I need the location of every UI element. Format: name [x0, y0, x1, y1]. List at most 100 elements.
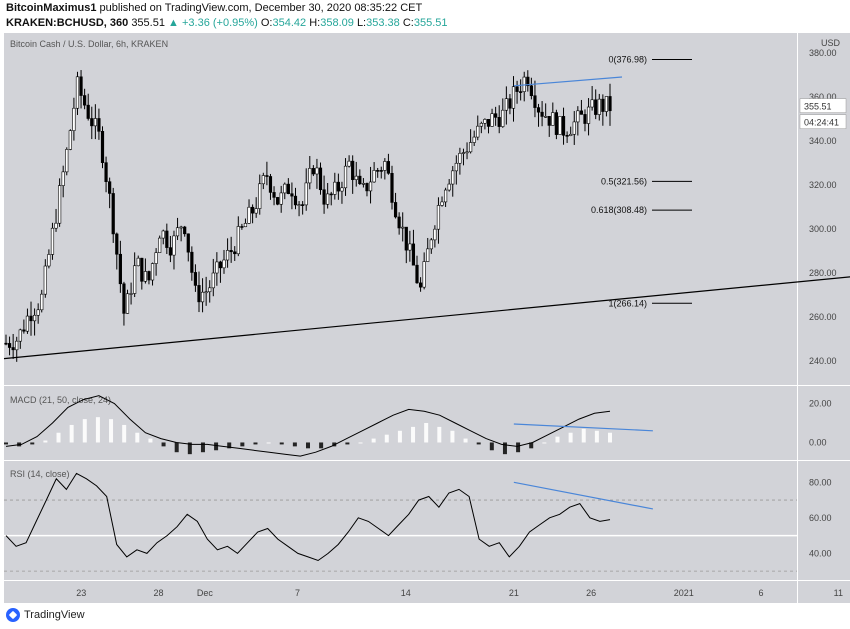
candle-body	[576, 110, 580, 123]
candle-body	[68, 130, 72, 150]
candle-body	[476, 125, 480, 138]
candle-body	[401, 226, 405, 229]
macd-histogram-bar	[43, 440, 48, 443]
price-pane-title: Bitcoin Cash / U.S. Dollar, 6h, KRAKEN	[10, 39, 168, 49]
candle-body	[393, 202, 398, 218]
macd-histogram-bar	[502, 442, 507, 455]
candle-body	[329, 193, 333, 196]
candle-body	[511, 86, 516, 109]
macd-divergence-line	[513, 423, 653, 432]
ohlc-open: 354.42	[272, 17, 307, 29]
fib-level-label: 0(376.98)	[608, 54, 647, 64]
candle-body	[351, 160, 355, 180]
candle-body	[218, 261, 223, 269]
price-pane	[4, 33, 797, 385]
time-tick-label: 21	[509, 588, 519, 598]
candle-body	[104, 162, 108, 182]
candle-body	[32, 314, 37, 322]
macd-histogram-bar	[542, 442, 547, 444]
candle-body	[90, 118, 94, 127]
macd-histogram-bar	[581, 428, 586, 443]
candle-body	[36, 309, 40, 316]
candle-body	[397, 216, 401, 229]
candle-body	[22, 329, 26, 332]
macd-histogram-bar	[463, 438, 468, 443]
candle-body	[354, 175, 358, 180]
candle-body	[583, 114, 587, 124]
candle-body	[608, 96, 612, 112]
tradingview-logo-icon[interactable]	[6, 608, 20, 622]
symbol-name[interactable]: KRAKEN:BCHUSD, 360	[6, 17, 129, 29]
candle-body	[272, 192, 276, 198]
candle-body	[497, 117, 501, 127]
rsi-tick-label: 40.00	[809, 548, 832, 558]
macd-histogram-bar	[489, 442, 494, 451]
candle-body	[175, 227, 180, 237]
candle-body	[11, 347, 15, 351]
candle-body	[558, 116, 562, 135]
candle-body	[540, 111, 544, 117]
fib-level-label: 0.618(308.48)	[591, 205, 647, 215]
candle-body	[161, 230, 165, 239]
candle-body	[479, 122, 483, 127]
candle-body	[200, 291, 205, 303]
candle-body	[290, 193, 294, 197]
candle-body	[601, 98, 605, 112]
price-tick-label: 320.00	[809, 180, 837, 190]
candle-body	[229, 250, 233, 253]
candle-body	[326, 193, 330, 205]
rsi-pane-title: RSI (14, close)	[10, 469, 70, 479]
candle-body	[75, 76, 80, 109]
candle-body	[297, 204, 301, 206]
ascending-support-line	[3, 276, 850, 360]
candle-body	[243, 223, 248, 228]
candle-body	[7, 343, 12, 348]
candle-body	[461, 152, 466, 154]
price-tick-label: 380.00	[809, 48, 837, 58]
fib-level-label: 1(266.14)	[608, 298, 647, 308]
countdown-label: 04:24:41	[804, 118, 839, 128]
candle-body	[143, 271, 147, 282]
candle-body	[469, 142, 473, 153]
candle-body	[283, 183, 287, 194]
candle-body	[29, 315, 33, 322]
candle-body	[147, 271, 151, 281]
candle-body	[390, 172, 394, 203]
macd-histogram-bar	[424, 423, 429, 443]
candle-body	[47, 254, 51, 267]
candle-body	[72, 107, 76, 131]
candle-body	[590, 99, 594, 108]
candle-body	[54, 222, 58, 229]
candle-body	[50, 227, 55, 255]
candle-body	[579, 110, 584, 115]
candle-body	[551, 112, 555, 126]
candle-body	[15, 340, 19, 351]
candle-body	[447, 183, 451, 191]
candle-body	[165, 230, 169, 248]
macd-histogram-bar	[292, 442, 297, 447]
candle-body	[222, 259, 226, 269]
candle-body	[183, 226, 187, 235]
macd-pane-title: MACD (21, 50, close, 24)	[10, 395, 111, 405]
macd-histogram-bar	[187, 442, 192, 455]
candle-body	[86, 104, 90, 119]
ohlc-o-label: O:	[260, 17, 273, 29]
candle-body	[215, 261, 219, 274]
candle-body	[154, 252, 158, 264]
candle-body	[197, 285, 201, 303]
candle-body	[315, 167, 319, 175]
candle-body	[304, 182, 308, 206]
macd-histogram-bar	[516, 442, 521, 453]
footer-brand[interactable]: TradingView	[24, 609, 85, 621]
macd-histogram-bar	[69, 424, 74, 443]
candle-body	[544, 116, 548, 118]
macd-histogram-bar	[200, 442, 205, 453]
candle-body	[293, 195, 298, 206]
candle-body	[433, 228, 437, 241]
author-name[interactable]: BitcoinMaximus1	[6, 2, 97, 14]
macd-histogram-bar	[437, 426, 442, 443]
candle-body	[515, 86, 519, 92]
price-tick-label: 360.00	[809, 92, 837, 102]
candle-body	[379, 170, 383, 172]
